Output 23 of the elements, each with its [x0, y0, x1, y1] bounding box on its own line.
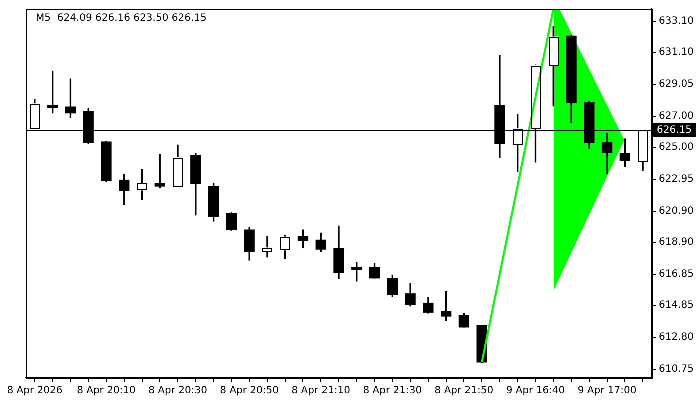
- x-tick-label: 8 Apr 20:30: [148, 386, 208, 397]
- chart-title: M5 624.09 626.16 623.50 626.15: [36, 13, 207, 24]
- x-tick-label: 8 Apr 2026: [7, 386, 63, 397]
- y-tick-label: 618.90: [659, 237, 694, 248]
- x-tick-label: 8 Apr 21:50: [434, 386, 494, 397]
- y-tick-label: 610.75: [659, 364, 694, 376]
- ref-line-label: 626.15: [657, 125, 692, 136]
- y-tick-label: 614.85: [659, 300, 694, 312]
- y-tick-label: 629.05: [659, 79, 694, 90]
- y-tick-label: 627.00: [659, 111, 694, 122]
- y-tick-label: 620.90: [659, 206, 694, 217]
- y-tick-label: 622.95: [659, 174, 694, 186]
- y-tick-label: 625.00: [659, 142, 694, 154]
- x-tick-label: 8 Apr 21:30: [363, 386, 422, 397]
- x-tick-label: 9 Apr 16:40: [506, 386, 566, 397]
- x-tick-label: 9 Apr 17:00: [578, 386, 637, 397]
- y-tick-label: 612.80: [659, 332, 694, 344]
- x-tick-label: 8 Apr 20:10: [77, 386, 136, 397]
- x-tick-label: 8 Apr 20:50: [220, 386, 279, 397]
- y-tick-label: 616.85: [659, 269, 694, 280]
- y-tick-label: 631.10: [659, 47, 694, 58]
- y-tick-label: 633.10: [659, 16, 694, 28]
- x-tick-label: 8 Apr 21:10: [292, 386, 351, 397]
